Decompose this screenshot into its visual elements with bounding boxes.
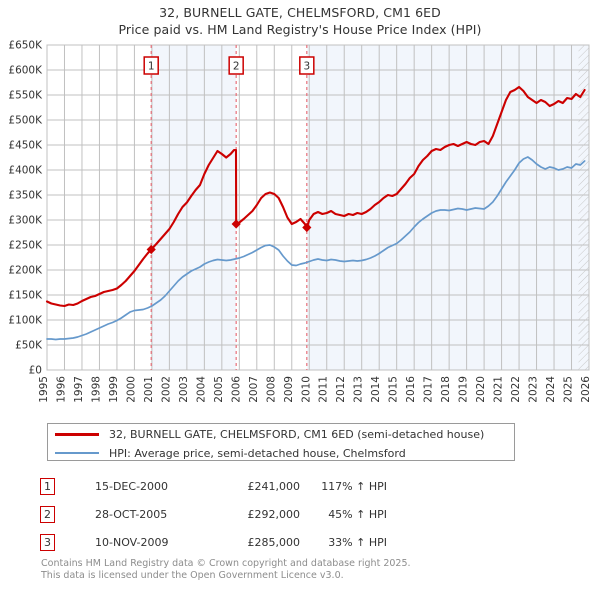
transaction-price-2: £292,000 (247, 507, 301, 521)
transaction-hpi-2: 45% ↑ HPI (328, 507, 387, 521)
svg-text:2021: 2021 (493, 376, 505, 403)
svg-text:£0: £0 (29, 365, 42, 377)
svg-text:2001: 2001 (143, 376, 155, 403)
svg-text:2014: 2014 (370, 376, 382, 403)
svg-text:£100K: £100K (8, 315, 43, 327)
transaction-badge-3[interactable]: 3 (40, 533, 55, 551)
price-history-chart: £0 £50K £100K £150K £200K £250K £300K £350K £400… (8, 40, 592, 403)
svg-text:£450K: £450K (8, 140, 43, 152)
table-row: 1 15-DEC-2000 £241,000 117% ↑ HPI (40, 472, 470, 500)
svg-text:2026: 2026 (580, 376, 592, 403)
transaction-hpi-1: 117% ↑ HPI (321, 479, 387, 493)
svg-text:£650K: £650K (8, 40, 43, 52)
svg-text:1: 1 (148, 61, 155, 73)
chart-series (45, 85, 586, 341)
transaction-hpi-3: 33% ↑ HPI (328, 535, 387, 549)
title-line-2: Price paid vs. HM Land Registry's House … (118, 22, 482, 37)
svg-text:£200K: £200K (8, 265, 43, 277)
transaction-badge-2[interactable]: 2 (40, 505, 55, 523)
title-line-1: 32, BURNELL GATE, CHELMSFORD, CM1 6ED (159, 5, 441, 20)
transaction-badge-1[interactable]: 1 (40, 477, 55, 495)
svg-text:2000: 2000 (125, 376, 137, 403)
legend-swatch-hpi (55, 452, 99, 454)
svg-text:1996: 1996 (55, 376, 67, 403)
svg-text:2005: 2005 (213, 376, 225, 403)
transaction-points (146, 219, 312, 255)
page-title: 32, BURNELL GATE, CHELMSFORD, CM1 6ED Pr… (0, 4, 600, 38)
svg-text:2018: 2018 (440, 376, 452, 403)
transaction-price-1: £241,000 (247, 479, 301, 493)
svg-text:1997: 1997 (73, 376, 85, 403)
transactions-table: 1 15-DEC-2000 £241,000 117% ↑ HPI 2 28-O… (40, 472, 470, 556)
transaction-price-3: £285,000 (247, 535, 301, 549)
svg-text:2002: 2002 (160, 376, 172, 403)
svg-text:1998: 1998 (90, 376, 102, 403)
svg-text:£150K: £150K (8, 290, 43, 302)
legend-label-price: 32, BURNELL GATE, CHELMSFORD, CM1 6ED (s… (109, 427, 485, 441)
legend-swatch-price (55, 432, 99, 436)
transaction-marker-badges[interactable]: 1 2 3 (143, 56, 315, 75)
svg-text:2019: 2019 (458, 376, 470, 403)
transaction-date-3: 10-NOV-2009 (95, 535, 169, 549)
legend-label-hpi: HPI: Average price, semi-detached house,… (109, 446, 406, 460)
svg-text:£400K: £400K (8, 165, 43, 177)
svg-text:2012: 2012 (335, 376, 347, 403)
svg-text:2025: 2025 (563, 376, 575, 403)
svg-text:£600K: £600K (8, 65, 43, 77)
svg-text:2008: 2008 (265, 376, 277, 403)
transaction-date-1: 15-DEC-2000 (95, 479, 169, 493)
svg-text:1995: 1995 (38, 376, 50, 403)
svg-text:2: 2 (233, 61, 240, 73)
svg-text:2007: 2007 (248, 376, 260, 403)
svg-text:2011: 2011 (318, 376, 330, 403)
chart-legend: 32, BURNELL GATE, CHELMSFORD, CM1 6ED (s… (47, 423, 515, 461)
svg-text:2020: 2020 (475, 376, 487, 403)
svg-text:2017: 2017 (423, 376, 435, 403)
svg-text:2022: 2022 (510, 376, 522, 403)
legend-item-hpi: HPI: Average price, semi-detached house,… (48, 444, 514, 462)
copyright-footer: Contains HM Land Registry data © Crown c… (41, 558, 411, 581)
footer-line-2: This data is licensed under the Open Gov… (41, 569, 344, 581)
svg-text:2023: 2023 (528, 376, 540, 403)
y-axis-labels: £0 £50K £100K £150K £200K £250K £300K £350K £400… (8, 40, 43, 377)
legend-item-price: 32, BURNELL GATE, CHELMSFORD, CM1 6ED (s… (48, 425, 514, 443)
period-bands (151, 45, 589, 370)
svg-text:2015: 2015 (388, 376, 400, 403)
footer-line-1: Contains HM Land Registry data © Crown c… (41, 558, 411, 569)
transaction-date-2: 28-OCT-2005 (95, 507, 168, 521)
svg-text:£500K: £500K (8, 115, 43, 127)
svg-text:£300K: £300K (8, 215, 43, 227)
svg-text:2009: 2009 (283, 376, 295, 403)
svg-text:2016: 2016 (405, 376, 417, 403)
svg-text:£250K: £250K (8, 240, 43, 252)
svg-text:£50K: £50K (15, 340, 43, 352)
svg-text:£550K: £550K (8, 90, 43, 102)
svg-text:2013: 2013 (353, 376, 365, 403)
table-row: 2 28-OCT-2005 £292,000 45% ↑ HPI (40, 500, 470, 528)
svg-text:2003: 2003 (178, 376, 190, 403)
svg-text:2006: 2006 (230, 376, 242, 403)
svg-text:2024: 2024 (545, 376, 557, 403)
svg-text:1999: 1999 (108, 376, 120, 403)
svg-text:£350K: £350K (8, 190, 43, 202)
svg-text:2004: 2004 (195, 376, 207, 403)
svg-text:2010: 2010 (300, 376, 312, 403)
table-row: 3 10-NOV-2009 £285,000 33% ↑ HPI (40, 528, 470, 556)
forecast-hatch-region (578, 45, 589, 370)
svg-text:3: 3 (303, 61, 310, 73)
x-axis-labels: 1995 1996 1997 1998 1999 2000 2001 2002 2003 2004… (38, 376, 592, 403)
